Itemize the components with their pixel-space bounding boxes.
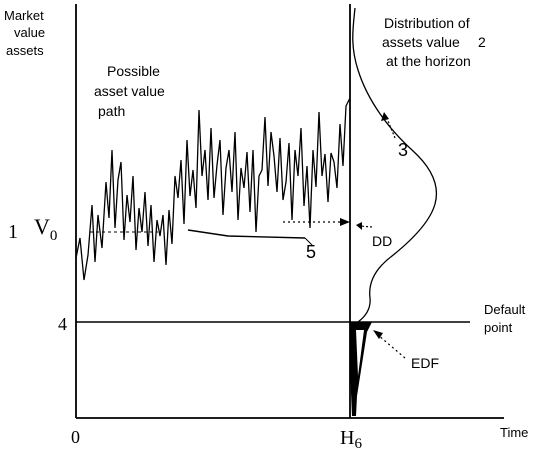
marker-1: 1 — [8, 221, 18, 243]
path-label-line1: Possible — [107, 63, 160, 79]
asset-value-path — [75, 97, 351, 281]
distribution-label-line2: assets value — [382, 34, 460, 50]
horizon-base: H — [340, 427, 354, 449]
dd-leader-arrowhead — [356, 222, 362, 230]
marker-5-leader — [304, 237, 314, 247]
path-label-line2: asset value — [94, 83, 165, 99]
y-axis-label-line2: value — [14, 25, 45, 40]
horizon-subscript: 6 — [354, 436, 362, 450]
edf-arrowhead — [373, 330, 383, 339]
dd-arrowhead — [340, 218, 350, 226]
marker-2: 2 — [478, 34, 486, 50]
v0-base: V — [34, 214, 50, 239]
default-point-label-line2: point — [484, 320, 513, 335]
distribution-label-line1: Distribution of — [384, 15, 470, 31]
v0-subscript: 0 — [50, 228, 58, 244]
y-axis-label-line3: assets — [6, 43, 44, 58]
edf-label: EDF — [411, 355, 439, 371]
distribution-label-line3: at the horizon — [386, 53, 471, 69]
dd-label: DD — [372, 233, 392, 249]
y-axis-label-line1: Market — [4, 8, 44, 23]
default-point-label-line1: Default — [484, 302, 526, 317]
marker-3: 3 — [398, 140, 408, 160]
horizon-label: H6 — [340, 427, 362, 450]
edf-dotted-leader — [377, 334, 406, 359]
path-floor-line — [187, 229, 306, 239]
x-axis-label: Time — [500, 425, 528, 440]
edf-tail-highlight — [356, 330, 364, 376]
origin-label: 0 — [71, 427, 80, 447]
marker-5: 5 — [306, 242, 316, 262]
distribution-curve — [352, 7, 438, 323]
edf-tail — [350, 322, 372, 416]
v0-label: V0 — [34, 214, 57, 244]
path-label-line3: path — [98, 103, 125, 119]
marker-4: 4 — [58, 314, 67, 334]
distribution-arrowhead — [381, 112, 389, 121]
